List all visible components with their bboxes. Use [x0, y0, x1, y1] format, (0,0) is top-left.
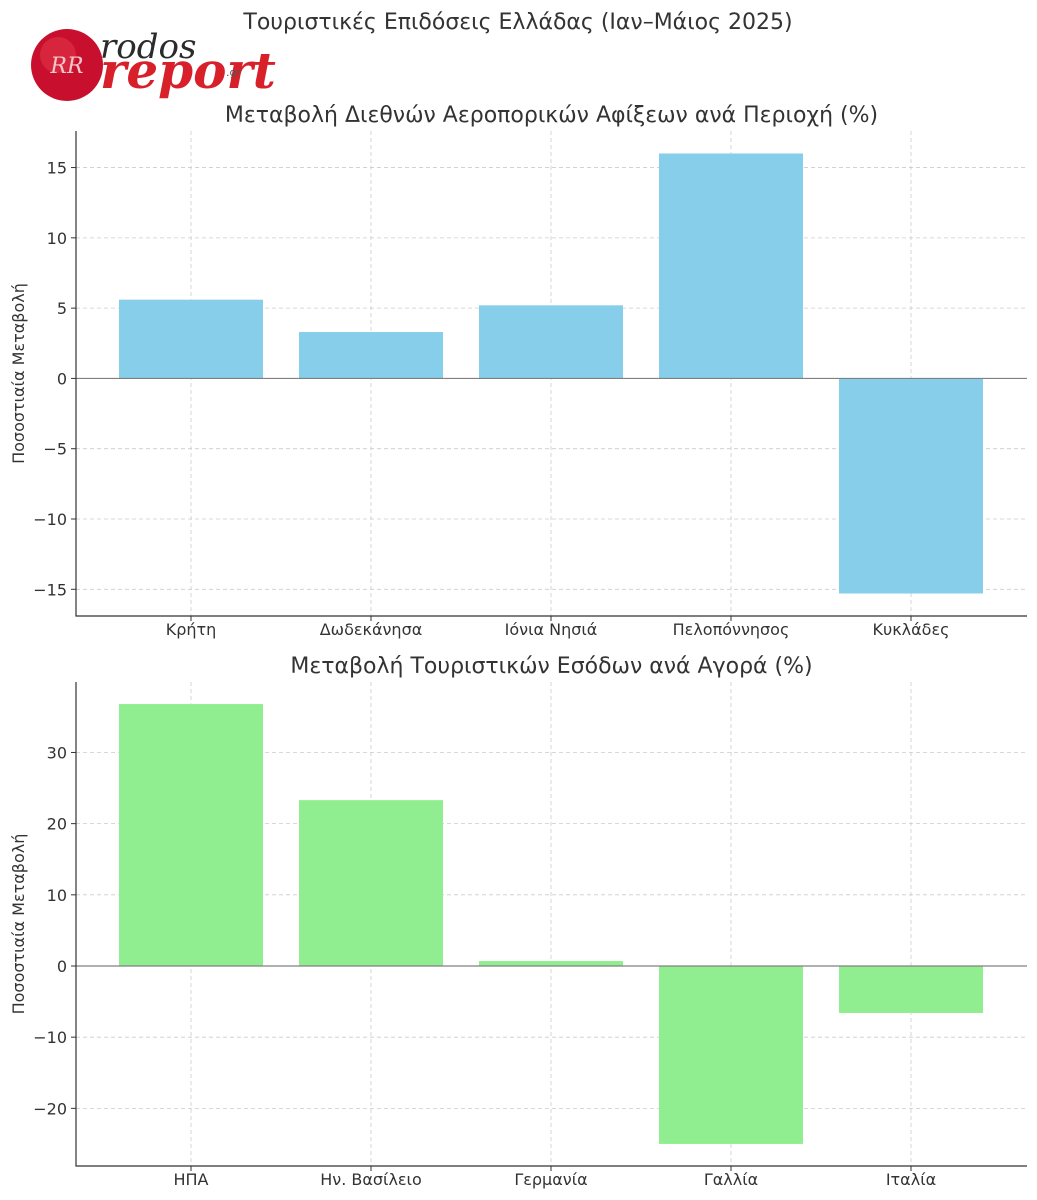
- figure-suptitle: Τουριστικές Επιδόσεις Ελλάδας (Ιαν–Μάιος…: [242, 10, 792, 35]
- x-tick-label: Δωδεκάνησα: [320, 620, 423, 639]
- x-tick-label: Κρήτη: [166, 620, 217, 639]
- bar: [119, 299, 263, 379]
- bar: [299, 332, 443, 379]
- axes-spine: [75, 682, 1027, 1167]
- y-tick-label: −10: [33, 1028, 67, 1047]
- axes-spine: [75, 131, 1027, 617]
- x-tick-label: Ιταλία: [886, 1170, 936, 1189]
- x-tick-label: Ην. Βασίλειο: [320, 1170, 422, 1189]
- logo-word-rodos: rodos: [100, 27, 196, 67]
- x-tick-label: Ιόνια Νησιά: [505, 620, 598, 639]
- x-tick-label: Πελοπόννησος: [673, 620, 790, 639]
- y-tick-label: −10: [33, 510, 67, 529]
- bar: [119, 704, 263, 966]
- bar: [839, 965, 983, 1013]
- y-tick-label: 10: [47, 886, 67, 905]
- y-tick-label: 5: [57, 299, 67, 318]
- x-tick-label: ΗΠΑ: [173, 1170, 208, 1189]
- bar: [839, 378, 983, 594]
- y-tick-label: −20: [33, 1099, 67, 1118]
- logo-word-report: report: [100, 41, 276, 100]
- y-axis-label: Ποσοστιαία Μεταβολή: [9, 834, 28, 1015]
- y-tick-label: 15: [47, 159, 67, 178]
- logo-tld: .gr: [226, 66, 241, 79]
- logo-seal-highlight: [40, 37, 76, 73]
- chart-title: Μεταβολή Τουριστικών Εσόδων ανά Αγορά (%…: [290, 654, 812, 679]
- x-tick-label: Γερμανία: [514, 1170, 587, 1189]
- logo-monogram: RR: [49, 54, 83, 79]
- y-axis-label: Ποσοστιαία Μεταβολή: [9, 283, 28, 464]
- x-tick-label: Κυκλάδες: [872, 620, 949, 639]
- chart-air-arrivals: −15 −10 −5 0 5 10 15 Κρήτη Δωδεκάνησα Ιόνια Νησιά…: [9, 103, 1027, 639]
- bar: [299, 800, 443, 966]
- bar: [659, 965, 803, 1144]
- y-tick-label: −5: [43, 440, 67, 459]
- chart-title: Μεταβολή Διεθνών Αεροπορικών Αφίξεων ανά…: [225, 103, 878, 128]
- y-tick-label: 10: [47, 229, 67, 248]
- rodosreport-logo: RR rodos report .gr: [31, 27, 276, 101]
- y-tick-label: 30: [47, 743, 67, 762]
- y-tick-label: 0: [57, 369, 67, 388]
- bar: [479, 961, 623, 966]
- bar: [479, 305, 623, 379]
- bar: [659, 153, 803, 379]
- chart-tourism-revenue: −20 −10 0 10 20 30 ΗΠΑ Ην. Βασίλειο Γερμανία Γαλλ…: [9, 654, 1027, 1189]
- y-tick-label: 20: [47, 815, 67, 834]
- x-tick-label: Γαλλία: [704, 1170, 758, 1189]
- y-tick-label: 0: [57, 957, 67, 976]
- y-tick-label: −15: [33, 580, 67, 599]
